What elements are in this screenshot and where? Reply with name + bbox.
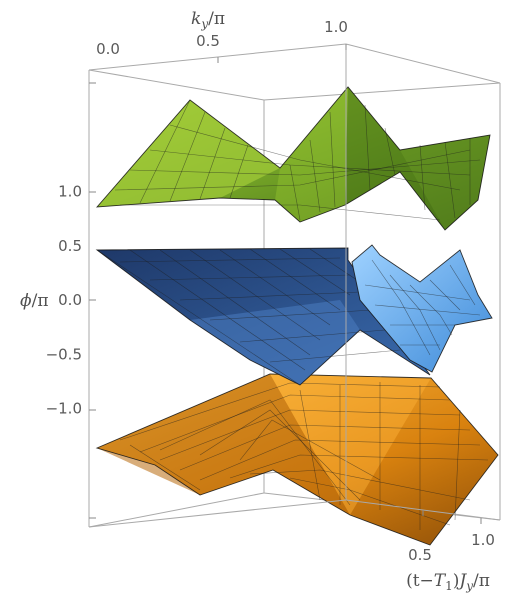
phi-tick-label: −1.0: [46, 400, 82, 418]
surface-lightblue: [351, 244, 493, 373]
phi-tick-label: 0.0: [58, 291, 82, 309]
tick-marks: [89, 44, 482, 524]
phi-tick-label: −0.5: [46, 345, 82, 363]
phi-tick-label: 1.0: [58, 183, 82, 201]
surface-blue: [95, 247, 431, 386]
surface-orange: [95, 373, 499, 546]
ky-tick-label: 0.0: [96, 40, 120, 58]
t-tick-labels: 0.5 1.0: [408, 531, 495, 564]
t-tick-label: 1.0: [471, 531, 495, 549]
phi-axis-label: ϕ/π: [20, 291, 49, 311]
surface-green: [95, 86, 491, 231]
ky-tick-label: 1.0: [324, 18, 348, 36]
ky-axis-label: ky/π: [191, 9, 225, 31]
phi-tick-label: 0.5: [58, 237, 82, 255]
t-tick-label: 0.5: [408, 546, 432, 564]
phi-tick-labels: 1.0 0.5 0.0 −0.5 −1.0: [46, 183, 82, 418]
t-axis-label: (t−T1)Jy/π: [406, 571, 490, 593]
ky-tick-label: 0.5: [196, 32, 220, 50]
axis-labels: ky/π ϕ/π (t−T1)Jy/π: [20, 9, 490, 593]
ky-tick-labels: 0.0 0.5 1.0: [96, 18, 348, 58]
